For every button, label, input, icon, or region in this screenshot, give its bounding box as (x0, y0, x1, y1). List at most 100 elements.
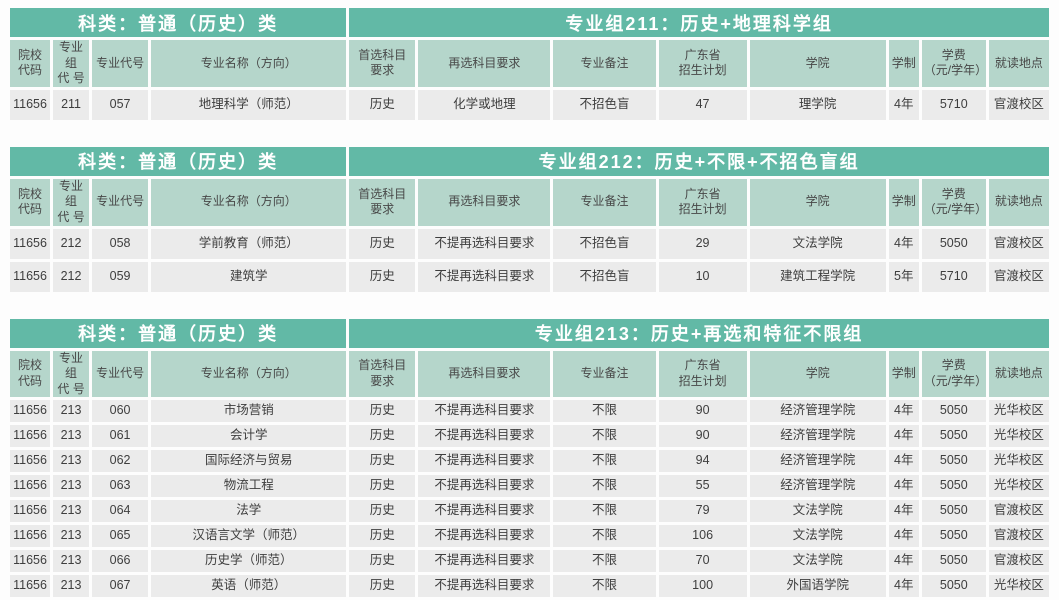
column-header: 院校 代码 (10, 350, 51, 398)
cell: 物流工程 (151, 475, 347, 498)
admissions-table-group-212: 科类：普通（历史）类 专业组212：历史+不限+不招色盲组 院校 代码 专业组 … (7, 144, 1052, 295)
table-body: 11656 211 057 地理科学（师范） 历史 化学或地理 不招色盲 47 理学院 4年 571… (10, 89, 1049, 120)
cell: 官渡校区 (988, 228, 1049, 259)
cell: 历史 (349, 525, 416, 548)
column-header: 专业备注 (553, 178, 656, 226)
cell: 5050 (921, 500, 986, 523)
column-header: 学费 （元/学年） (921, 350, 986, 398)
cell: 213 (53, 450, 90, 473)
cell: 11656 (10, 400, 51, 423)
column-header: 院校 代码 (10, 178, 51, 226)
cell: 不提再选科目要求 (418, 575, 551, 598)
cell: 5050 (921, 450, 986, 473)
cell: 市场营销 (151, 400, 347, 423)
cell: 4年 (888, 425, 919, 448)
cell: 11656 (10, 575, 51, 598)
cell: 11656 (10, 228, 51, 259)
cell: 11656 (10, 261, 51, 292)
cell: 不招色盲 (553, 228, 656, 259)
column-header: 首选科目 要求 (349, 40, 416, 87)
cell: 光华校区 (988, 475, 1049, 498)
cell: 不限 (553, 575, 656, 598)
column-header: 学院 (749, 178, 886, 226)
cell: 经济管理学院 (749, 475, 886, 498)
cell: 不限 (553, 425, 656, 448)
cell: 212 (53, 261, 90, 292)
cell: 062 (92, 450, 149, 473)
cell: 106 (658, 525, 747, 548)
column-header-row: 院校 代码 专业组 代 号 专业代号 专业名称（方向） 首选科目 要求 再选科目… (10, 178, 1049, 226)
category-band: 科类：普通（历史）类 (10, 146, 347, 176)
cell: 不招色盲 (553, 261, 656, 292)
cell: 经济管理学院 (749, 450, 886, 473)
column-header: 学费 （元/学年） (921, 178, 986, 226)
cell: 29 (658, 228, 747, 259)
cell: 4年 (888, 89, 919, 120)
cell: 5710 (921, 261, 986, 292)
column-header: 首选科目 要求 (349, 350, 416, 398)
cell: 5710 (921, 89, 986, 120)
cell: 官渡校区 (988, 500, 1049, 523)
cell: 065 (92, 525, 149, 548)
cell: 经济管理学院 (749, 400, 886, 423)
cell: 建筑学 (151, 261, 347, 292)
cell: 不限 (553, 400, 656, 423)
cell: 5050 (921, 475, 986, 498)
cell: 4年 (888, 575, 919, 598)
cell: 11656 (10, 550, 51, 573)
category-band: 科类：普通（历史）类 (10, 8, 347, 37)
cell: 4年 (888, 500, 919, 523)
column-header-row: 院校 代码 专业组 代 号 专业代号 专业名称（方向） 首选科目 要求 再选科目… (10, 40, 1049, 87)
cell: 历史 (349, 425, 416, 448)
cell: 4年 (888, 228, 919, 259)
cell: 063 (92, 475, 149, 498)
cell: 10 (658, 261, 747, 292)
cell: 官渡校区 (988, 261, 1049, 292)
cell: 213 (53, 550, 90, 573)
cell: 经济管理学院 (749, 425, 886, 448)
cell: 官渡校区 (988, 525, 1049, 548)
cell: 90 (658, 400, 747, 423)
table-body: 11656 213 060 市场营销 历史 不提再选科目要求 不限 90 经济管理学院 4年 505… (10, 400, 1049, 598)
column-header: 再选科目要求 (418, 40, 551, 87)
cell: 211 (53, 89, 90, 120)
table-row: 11656 213 064 法学 历史 不提再选科目要求 不限 79 文法学院 4年 5050 官渡校… (10, 500, 1049, 523)
cell: 79 (658, 500, 747, 523)
cell: 不限 (553, 450, 656, 473)
column-header: 广东省 招生计划 (658, 178, 747, 226)
cell: 066 (92, 550, 149, 573)
cell: 不提再选科目要求 (418, 525, 551, 548)
cell: 47 (658, 89, 747, 120)
table-row: 11656 213 060 市场营销 历史 不提再选科目要求 不限 90 经济管理学院 4年 505… (10, 400, 1049, 423)
column-header: 专业代号 (92, 350, 149, 398)
cell: 4年 (888, 550, 919, 573)
table-row: 11656 213 063 物流工程 历史 不提再选科目要求 不限 55 经济管理学院 4年 505… (10, 475, 1049, 498)
cell: 不限 (553, 500, 656, 523)
band-row: 科类：普通（历史）类 专业组213：历史+再选和特征不限组 (10, 318, 1049, 348)
cell: 5050 (921, 400, 986, 423)
cell: 11656 (10, 89, 51, 120)
table-row: 11656 211 057 地理科学（师范） 历史 化学或地理 不招色盲 47 理学院 4年 571… (10, 89, 1049, 120)
cell: 212 (53, 228, 90, 259)
cell: 057 (92, 89, 149, 120)
column-header: 专业名称（方向） (151, 178, 347, 226)
cell: 光华校区 (988, 450, 1049, 473)
column-header: 再选科目要求 (418, 350, 551, 398)
cell: 100 (658, 575, 747, 598)
cell: 学前教育（师范） (151, 228, 347, 259)
cell: 历史 (349, 228, 416, 259)
cell: 历史 (349, 450, 416, 473)
cell: 5050 (921, 425, 986, 448)
cell: 历史 (349, 89, 416, 120)
column-header: 就读地点 (988, 40, 1049, 87)
table-row: 11656 212 058 学前教育（师范） 历史 不提再选科目要求 不招色盲 29 文法学院 4… (10, 228, 1049, 259)
column-header: 专业组 代 号 (53, 40, 90, 87)
table-row: 11656 213 065 汉语言文学（师范） 历史 不提再选科目要求 不限 106 文法学院 4… (10, 525, 1049, 548)
cell: 55 (658, 475, 747, 498)
column-header: 专业代号 (92, 40, 149, 87)
cell: 建筑工程学院 (749, 261, 886, 292)
cell: 213 (53, 475, 90, 498)
column-header: 就读地点 (988, 350, 1049, 398)
cell: 11656 (10, 450, 51, 473)
